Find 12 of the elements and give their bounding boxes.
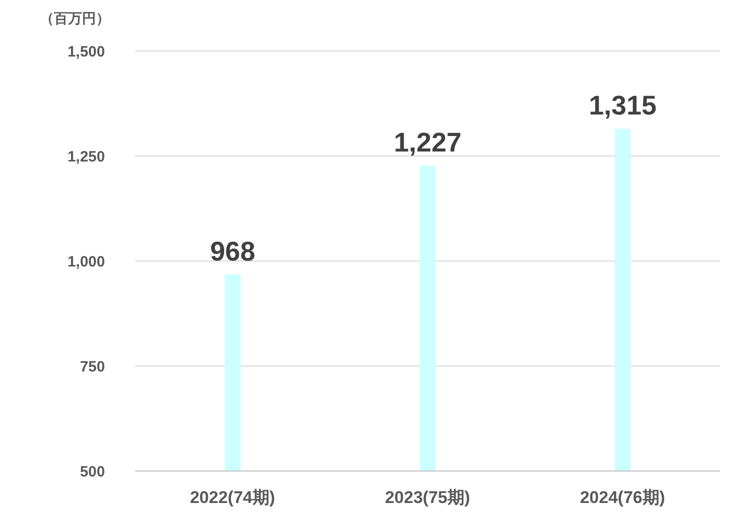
y-tick-label: 1,000 [67,253,105,270]
y-tick-label: 1,250 [67,148,105,166]
data-label: 1,227 [394,128,462,158]
y-tick-label: 750 [80,358,105,376]
x-tick-label: 2023(75期) [384,488,470,508]
y-tick-label: 1,500 [67,43,105,60]
x-tick-label: 2024(76期) [580,488,666,508]
data-label: 1,315 [588,90,656,121]
data-label: 968 [210,236,256,266]
x-tick-label: 2022(74期) [190,488,276,508]
y-tick-label: 500 [80,463,105,480]
y-axis-title: （百万円） [40,10,110,28]
